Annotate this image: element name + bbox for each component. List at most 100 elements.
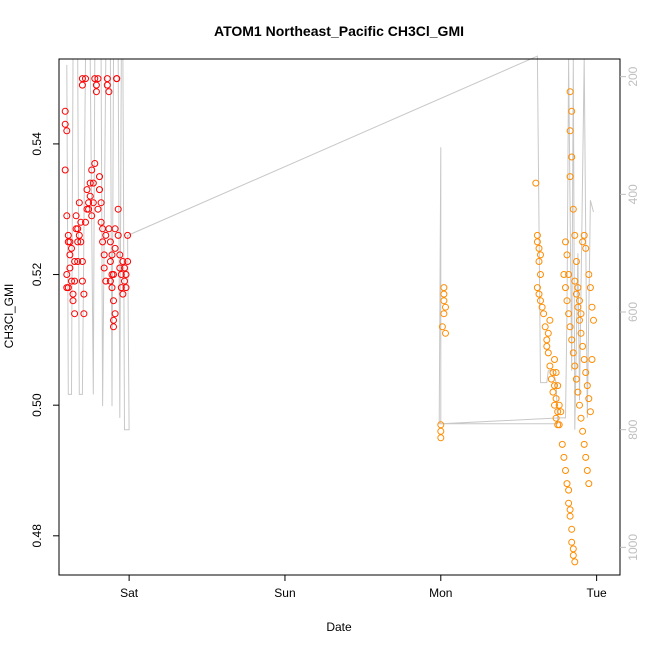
- data-point-s1-1: [61, 120, 69, 128]
- data-point-s2-36: [551, 382, 558, 390]
- data-point-s1-45: [91, 75, 99, 83]
- data-point-s1-8: [63, 271, 71, 278]
- data-point-s1-93: [74, 258, 82, 265]
- data-point-s1-13: [68, 277, 75, 285]
- data-point-s1-43: [89, 179, 97, 187]
- data-point-s1-67: [108, 284, 116, 292]
- data-point-s2-42: [555, 401, 563, 409]
- right-tick-label-400: 400: [626, 184, 640, 204]
- data-point-s1-81: [119, 258, 127, 265]
- data-point-s2-31: [555, 421, 563, 429]
- data-point-s2-87: [588, 303, 596, 311]
- data-point-s1-32: [82, 75, 89, 83]
- data-point-s1-90: [106, 277, 114, 285]
- data-point-s2-22: [541, 323, 549, 331]
- data-point-s1-35: [83, 186, 91, 194]
- data-point-s1-0: [61, 107, 69, 115]
- data-point-s1-22: [75, 199, 83, 207]
- data-point-s1-68: [110, 297, 117, 305]
- data-point-s1-55: [99, 238, 107, 246]
- data-point-s1-78: [117, 271, 125, 278]
- data-point-s2-18: [535, 290, 543, 298]
- data-point-s1-40: [88, 166, 96, 174]
- data-point-s2-24: [544, 349, 552, 357]
- data-point-s1-26: [78, 258, 86, 265]
- data-point-s2-89: [585, 271, 593, 278]
- data-point-s2-102: [576, 297, 583, 305]
- data-point-s1-48: [94, 75, 102, 83]
- data-point-s2-27: [549, 388, 557, 396]
- data-point-s2-64: [571, 362, 579, 370]
- data-point-s2-70: [580, 440, 588, 448]
- data-point-s2-101: [574, 284, 582, 292]
- data-point-s2-7: [438, 323, 446, 331]
- data-point-s2-69: [579, 427, 587, 435]
- data-point-s1-56: [100, 251, 108, 259]
- data-point-s2-38: [554, 408, 562, 416]
- data-point-s1-12: [68, 244, 75, 252]
- data-point-s1-17: [71, 258, 79, 265]
- data-point-s1-2: [63, 127, 71, 135]
- data-point-s1-3: [61, 166, 69, 174]
- y-tick-label-0.50: 0.50: [30, 393, 44, 417]
- data-point-s2-16: [537, 271, 544, 278]
- data-point-s2-28: [551, 401, 558, 409]
- data-point-s1-65: [106, 258, 114, 265]
- data-point-s1-86: [124, 258, 132, 265]
- data-point-s2-39: [551, 356, 558, 363]
- data-point-s2-45: [560, 453, 568, 461]
- data-point-s2-98: [569, 205, 577, 213]
- data-point-s2-73: [585, 480, 593, 488]
- data-point-s2-44: [558, 440, 566, 448]
- data-point-s1-7: [66, 251, 74, 259]
- data-point-s1-75: [114, 231, 122, 239]
- data-point-s2-63: [569, 349, 577, 357]
- data-point-s2-71: [582, 453, 590, 461]
- data-point-s2-25: [546, 362, 554, 370]
- data-point-s2-66: [574, 388, 582, 396]
- data-point-s2-26: [547, 375, 555, 383]
- data-point-s2-94: [568, 107, 576, 115]
- data-point-s2-34: [543, 342, 551, 350]
- data-point-s2-86: [590, 316, 597, 324]
- data-point-s1-85: [122, 284, 130, 292]
- data-point-s1-21: [74, 238, 82, 246]
- data-point-s2-51: [568, 538, 576, 546]
- data-point-s2-21: [540, 310, 548, 318]
- data-point-s1-57: [100, 264, 108, 272]
- data-point-s2-104: [565, 271, 573, 278]
- data-point-s2-54: [571, 558, 579, 566]
- data-point-s1-31: [78, 81, 86, 89]
- data-point-s1-23: [75, 231, 83, 239]
- data-point-s1-64: [106, 238, 114, 246]
- data-point-s2-77: [576, 316, 583, 324]
- x-tick-label-mon: Mon: [429, 586, 452, 600]
- data-point-s2-58: [562, 284, 569, 292]
- y-axis-label: CH3Cl_GMI: [2, 284, 16, 349]
- data-point-s1-91: [110, 323, 117, 331]
- data-point-s2-85: [588, 356, 596, 363]
- data-point-s1-95: [66, 238, 74, 246]
- data-point-s2-105: [563, 251, 571, 259]
- data-point-s1-58: [102, 231, 110, 239]
- data-point-s2-106: [562, 238, 569, 246]
- data-point-s1-16: [71, 310, 79, 318]
- data-point-s1-74: [114, 205, 122, 213]
- data-point-s2-13: [535, 244, 543, 252]
- right-tick-label-800: 800: [626, 419, 640, 439]
- data-point-s2-47: [563, 480, 571, 488]
- data-point-s2-96: [568, 153, 576, 161]
- data-point-s1-82: [121, 277, 128, 285]
- y-tick-label-0.52: 0.52: [30, 263, 44, 287]
- data-point-s2-61: [566, 323, 574, 331]
- data-point-s1-11: [66, 264, 74, 272]
- data-point-s2-88: [586, 284, 594, 292]
- data-point-s1-87: [124, 231, 132, 239]
- data-point-s2-53: [569, 551, 577, 559]
- data-point-s1-27: [78, 277, 86, 285]
- right-tick-label-1000: 1000: [626, 534, 640, 561]
- data-point-s2-41: [554, 382, 562, 390]
- data-point-s2-74: [571, 277, 579, 285]
- x-axis: Sat Sun Mon Tue: [120, 575, 607, 600]
- data-point-s1-38: [86, 179, 94, 187]
